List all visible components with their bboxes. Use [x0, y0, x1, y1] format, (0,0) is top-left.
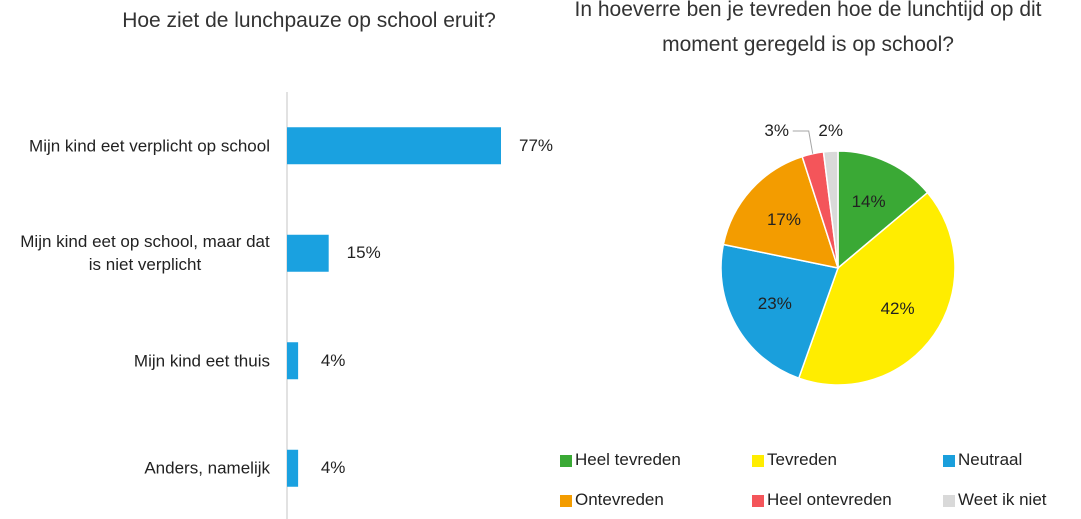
- legend-label: Heel tevreden: [575, 450, 681, 469]
- legend-label: Heel ontevreden: [767, 490, 892, 509]
- legend-swatch: [752, 495, 764, 507]
- value-label: 14%: [851, 192, 886, 212]
- pie-slice: [797, 191, 956, 386]
- chart-title: Hoe ziet de lunchpauze op school eruit?: [122, 9, 496, 32]
- category-label: Mijn kind eet op school, maar dat is nie…: [20, 232, 270, 275]
- value-label: 2%: [818, 121, 844, 140]
- legend-label: Weet ik niet: [958, 490, 1047, 509]
- value-label: 15%: [346, 243, 381, 263]
- value-label: 4%: [320, 350, 346, 370]
- category-label-box: Mijn kind eet op school, maar dat is nie…: [20, 230, 270, 276]
- legend-swatch: [943, 495, 955, 507]
- value-label: 3%: [764, 121, 790, 140]
- category-label: Mijn kind eet verplicht op school: [29, 136, 270, 156]
- value-label: 4%: [320, 458, 346, 478]
- value-label: 23%: [757, 293, 792, 313]
- legend-swatch: [943, 455, 955, 467]
- chart-title: In hoeverre ben je tevreden hoe de lunch…: [574, 0, 1042, 56]
- legend-label: Tevreden: [767, 450, 837, 469]
- leader-line: [792, 130, 814, 154]
- bar: [287, 234, 329, 272]
- bar: [287, 127, 501, 165]
- legend-label: Ontevreden: [575, 490, 664, 509]
- bar: [287, 449, 299, 487]
- category-label: Mijn kind eet thuis: [133, 351, 270, 371]
- value-label: 17%: [766, 209, 801, 229]
- bar: [287, 342, 299, 380]
- pie-slice: [722, 155, 840, 269]
- pie-slice: [720, 243, 839, 380]
- legend-swatch: [560, 495, 572, 507]
- category-label-box: Mijn kind eet verplicht op school: [29, 134, 270, 157]
- legend-swatch: [752, 455, 764, 467]
- pie-slice: [837, 150, 929, 270]
- legend-swatch: [560, 455, 572, 467]
- category-label-box: Mijn kind eet thuis: [134, 349, 270, 372]
- category-label-box: Anders, namelijk: [144, 457, 270, 480]
- value-label: 77%: [518, 135, 554, 155]
- value-label: 42%: [880, 299, 915, 319]
- category-label: Anders, namelijk: [144, 458, 270, 478]
- pie-slice: [822, 150, 839, 269]
- legend-label: Neutraal: [958, 450, 1023, 469]
